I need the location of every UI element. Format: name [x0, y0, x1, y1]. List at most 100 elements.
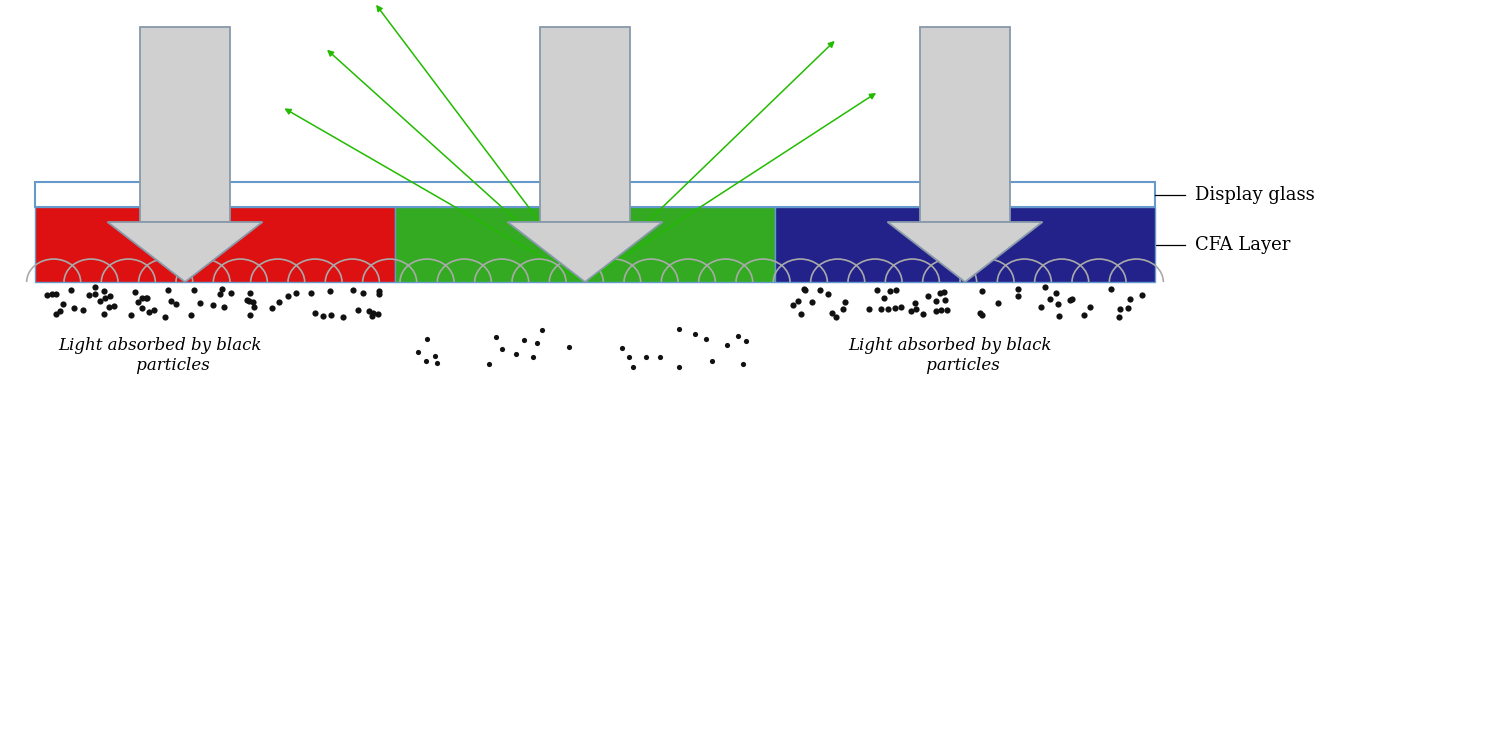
- Point: [877, 303, 901, 315]
- Point: [477, 358, 501, 370]
- Point: [1099, 283, 1123, 295]
- Point: [62, 302, 86, 314]
- Point: [141, 304, 165, 316]
- Point: [484, 331, 508, 343]
- Point: [833, 295, 857, 307]
- Point: [883, 283, 907, 295]
- Text: Display glass: Display glass: [1196, 186, 1314, 203]
- Point: [793, 284, 817, 296]
- Point: [302, 307, 326, 319]
- Point: [96, 301, 120, 313]
- Point: [220, 287, 244, 299]
- Point: [787, 295, 811, 307]
- Point: [77, 289, 101, 301]
- Polygon shape: [107, 222, 263, 282]
- Point: [119, 309, 143, 321]
- Point: [970, 286, 994, 298]
- Point: [1006, 283, 1030, 295]
- Point: [865, 284, 889, 296]
- Point: [212, 301, 236, 313]
- Text: CFA Layer: CFA Layer: [1196, 235, 1290, 254]
- Point: [1038, 293, 1062, 305]
- Point: [648, 351, 672, 363]
- Point: [683, 329, 707, 341]
- Point: [367, 288, 391, 300]
- Point: [969, 306, 993, 318]
- Point: [621, 361, 645, 373]
- Point: [98, 289, 122, 301]
- Point: [899, 305, 923, 317]
- Point: [916, 291, 940, 303]
- Point: [932, 286, 957, 298]
- Point: [164, 298, 188, 310]
- Point: [238, 286, 262, 298]
- Point: [102, 301, 126, 312]
- Bar: [396, 207, 775, 282]
- Point: [1116, 303, 1140, 315]
- Point: [359, 310, 384, 322]
- Point: [126, 296, 150, 308]
- Point: [635, 351, 659, 363]
- Point: [137, 306, 161, 318]
- Point: [1119, 293, 1143, 305]
- Point: [889, 301, 913, 313]
- Point: [35, 289, 59, 301]
- Point: [341, 284, 365, 296]
- Point: [299, 287, 323, 299]
- Point: [525, 337, 549, 349]
- Point: [131, 292, 155, 303]
- Point: [731, 358, 755, 370]
- Point: [202, 299, 226, 311]
- Point: [415, 332, 439, 344]
- Point: [159, 295, 183, 306]
- Point: [872, 292, 896, 303]
- Point: [800, 296, 824, 308]
- Bar: [775, 207, 1155, 282]
- Point: [319, 309, 343, 321]
- Polygon shape: [887, 222, 1042, 282]
- Point: [44, 308, 68, 320]
- Point: [857, 303, 881, 315]
- Point: [188, 297, 212, 309]
- Point: [824, 311, 848, 323]
- Point: [87, 295, 111, 307]
- Point: [156, 284, 180, 296]
- Point: [928, 287, 952, 299]
- Point: [367, 285, 391, 297]
- Point: [911, 308, 935, 320]
- Bar: [35, 207, 396, 282]
- Point: [365, 308, 390, 320]
- Point: [714, 339, 738, 351]
- Point: [808, 284, 832, 296]
- Point: [260, 303, 284, 315]
- Point: [317, 285, 341, 297]
- Point: [1130, 289, 1154, 301]
- Point: [123, 286, 147, 298]
- Point: [529, 324, 553, 336]
- Point: [153, 311, 177, 323]
- Point: [361, 307, 385, 319]
- Point: [406, 346, 430, 358]
- Point: [699, 355, 723, 367]
- Point: [51, 298, 75, 310]
- Point: [1057, 295, 1081, 306]
- Point: [129, 302, 153, 314]
- Point: [1029, 301, 1053, 313]
- Point: [44, 288, 68, 300]
- Point: [235, 295, 259, 306]
- Point: [1108, 303, 1133, 315]
- Point: [985, 298, 1009, 309]
- Point: [1077, 301, 1101, 313]
- Point: [781, 299, 805, 311]
- Point: [904, 303, 928, 315]
- Point: [522, 351, 546, 363]
- Point: [1107, 311, 1131, 323]
- Point: [734, 335, 758, 347]
- Point: [423, 350, 447, 362]
- Point: [179, 309, 203, 321]
- Point: [869, 303, 893, 315]
- Point: [71, 303, 95, 315]
- Point: [668, 361, 692, 372]
- Bar: [140, 27, 230, 222]
- Point: [932, 294, 957, 306]
